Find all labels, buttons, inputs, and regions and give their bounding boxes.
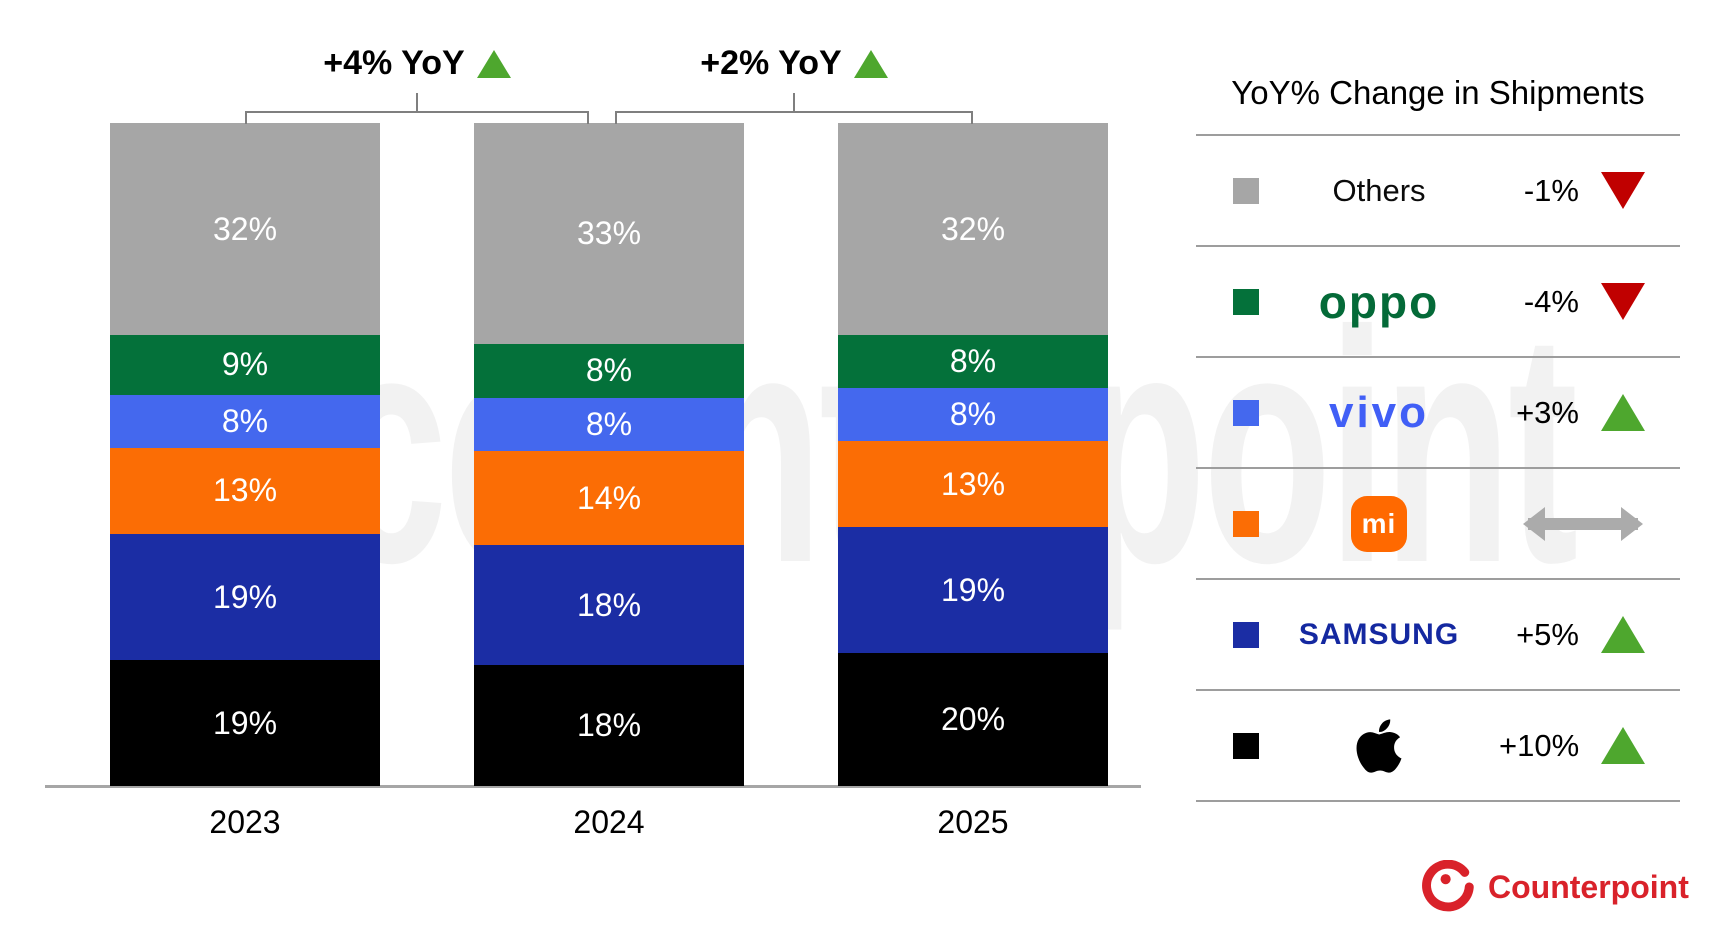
bar-segment-vivo-2025: 8%	[838, 388, 1108, 442]
samsung-logo: SAMSUNG	[1298, 617, 1460, 651]
others-swatch	[1233, 177, 1259, 204]
bar-segment-apple-2025: 20%	[838, 653, 1108, 786]
samsung-swatch	[1233, 621, 1259, 648]
segment-value-label: 32%	[212, 210, 278, 247]
others-change: -1%	[1523, 172, 1579, 208]
legend-row-vivo: vivo +3%	[1196, 358, 1680, 469]
segment-value-label: 13%	[212, 472, 278, 509]
bracket-line	[793, 93, 795, 111]
vivo-logo: vivo	[1328, 387, 1430, 437]
segment-value-label: 19%	[940, 571, 1006, 608]
legend-row-others: Others -1%	[1196, 134, 1680, 247]
bracket-line	[245, 111, 589, 113]
x-axis-label-2024: 2024	[573, 804, 645, 840]
legend-row-samsung: SAMSUNG +5%	[1196, 580, 1680, 691]
bar-segment-apple-2023: 19%	[110, 660, 380, 786]
oppo-swatch	[1233, 288, 1259, 315]
bar-segment-apple-2024: 18%	[474, 665, 744, 786]
legend-row-oppo: oppo -4%	[1196, 247, 1680, 358]
segment-value-label: 8%	[585, 405, 633, 442]
yoy-bracket-text: +2% YoY	[700, 44, 842, 82]
segment-value-label: 19%	[212, 704, 278, 741]
x-axis-line	[45, 785, 1141, 788]
yoy-bracket-label-1: +4% YoY	[257, 44, 577, 83]
segment-value-label: 32%	[940, 210, 1006, 247]
bracket-line	[245, 111, 247, 124]
bar-segment-xiaomi-2023: 13%	[110, 447, 380, 535]
x-axis-label-2025: 2025	[937, 804, 1009, 840]
others-down-icon	[1601, 172, 1645, 209]
segment-value-label: 13%	[940, 465, 1006, 502]
x-axis-label-2023: 2023	[209, 804, 281, 840]
bar-segment-oppo-2023: 9%	[110, 335, 380, 395]
bar-segment-samsung-2023: 19%	[110, 534, 380, 661]
bar-segment-oppo-2024: 8%	[474, 344, 744, 398]
apple-change: +10%	[1499, 727, 1580, 763]
vivo-up-icon	[1601, 394, 1645, 431]
legend-title: YoY% Change in Shipments	[1231, 74, 1645, 111]
mi-logo-text: mi	[1361, 507, 1397, 539]
vivo-swatch	[1233, 399, 1259, 426]
oppo-down-icon	[1601, 283, 1645, 320]
bracket-line	[416, 93, 418, 111]
samsung-up-icon	[1601, 616, 1645, 653]
segment-value-label: 19%	[212, 578, 278, 615]
bracket-line	[615, 111, 617, 124]
bar-segment-oppo-2025: 8%	[838, 335, 1108, 389]
vivo-change: +3%	[1516, 394, 1579, 430]
bar-segment-xiaomi-2024: 14%	[474, 451, 744, 545]
bar-segment-vivo-2024: 8%	[474, 397, 744, 452]
counterpoint-logo-text: Counterpoint	[1488, 868, 1689, 905]
bar-segment-vivo-2023: 8%	[110, 394, 380, 448]
bar-segment-others-2023: 32%	[110, 123, 380, 336]
segment-value-label: 8%	[949, 396, 997, 433]
segment-value-label: 8%	[585, 352, 633, 389]
oppo-logo: oppo	[1318, 275, 1440, 328]
stacked-bar-chart: 32% 9% 8% 13% 19% 19% 2023 33% 8% 8% 14% 18% 18% 2024…	[45, 44, 1141, 840]
bracket-line	[971, 111, 973, 124]
yoy-bracket-label-2: +2% YoY	[634, 44, 954, 83]
bracket-line	[587, 111, 589, 124]
bar-segment-others-2025: 32%	[838, 123, 1108, 336]
up-triangle-icon	[853, 49, 888, 78]
legend-row-xiaomi: mi	[1196, 469, 1680, 580]
samsung-change: +5%	[1516, 616, 1579, 652]
up-triangle-icon	[476, 49, 511, 78]
counterpoint-logo: Counterpoint	[1422, 860, 1689, 914]
oppo-change: -4%	[1523, 283, 1579, 319]
xiaomi-mi-logo: mi	[1351, 495, 1407, 552]
segment-value-label: 8%	[949, 343, 997, 380]
counterpoint-logo-icon	[1422, 860, 1474, 912]
legend-rows: Others -1% oppo -4% vivo +3%	[1196, 134, 1680, 802]
others-label: Others	[1332, 172, 1426, 208]
segment-value-label: 9%	[221, 346, 269, 383]
bar-segment-samsung-2024: 18%	[474, 544, 744, 666]
yoy-bracket-text: +4% YoY	[323, 44, 465, 82]
segment-value-label: 8%	[221, 402, 269, 439]
bar-segment-xiaomi-2025: 13%	[838, 441, 1108, 528]
bar-segment-others-2024: 33%	[474, 123, 744, 344]
apple-up-icon	[1601, 727, 1645, 764]
legend-row-apple: +10%	[1196, 691, 1680, 802]
apple-logo-icon	[1356, 718, 1402, 773]
bar-segment-samsung-2025: 19%	[838, 527, 1108, 654]
xiaomi-flat-icon	[1523, 506, 1643, 541]
xiaomi-swatch	[1233, 510, 1259, 537]
segment-value-label: 18%	[576, 707, 642, 744]
segment-value-label: 33%	[576, 215, 642, 251]
segment-value-label: 20%	[940, 701, 1006, 738]
segment-value-label: 14%	[576, 479, 642, 516]
bracket-line	[615, 111, 973, 113]
apple-swatch	[1233, 732, 1259, 759]
segment-value-label: 18%	[576, 586, 642, 623]
